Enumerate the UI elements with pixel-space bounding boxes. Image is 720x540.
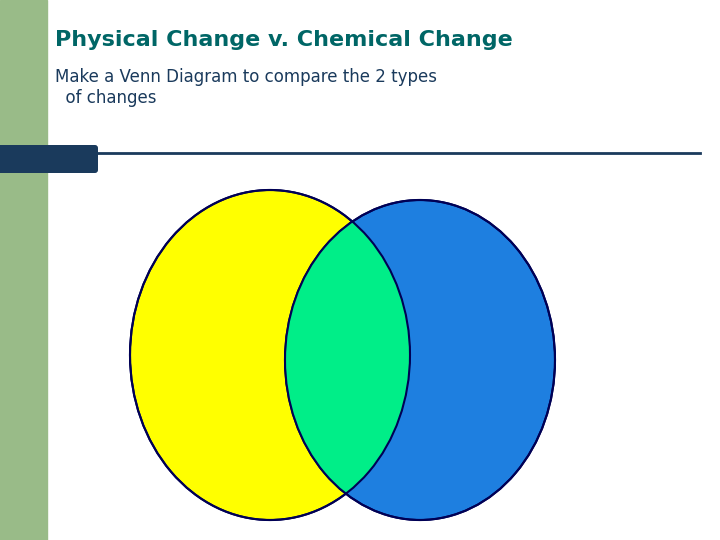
Text: Make a Venn Diagram to compare the 2 types
  of changes: Make a Venn Diagram to compare the 2 typ… [55,68,437,107]
FancyBboxPatch shape [0,145,98,173]
Ellipse shape [130,190,410,520]
Ellipse shape [285,200,555,520]
Text: Physical Change v. Chemical Change: Physical Change v. Chemical Change [55,30,513,50]
Bar [0,0,47,540]
Ellipse shape [130,190,410,520]
